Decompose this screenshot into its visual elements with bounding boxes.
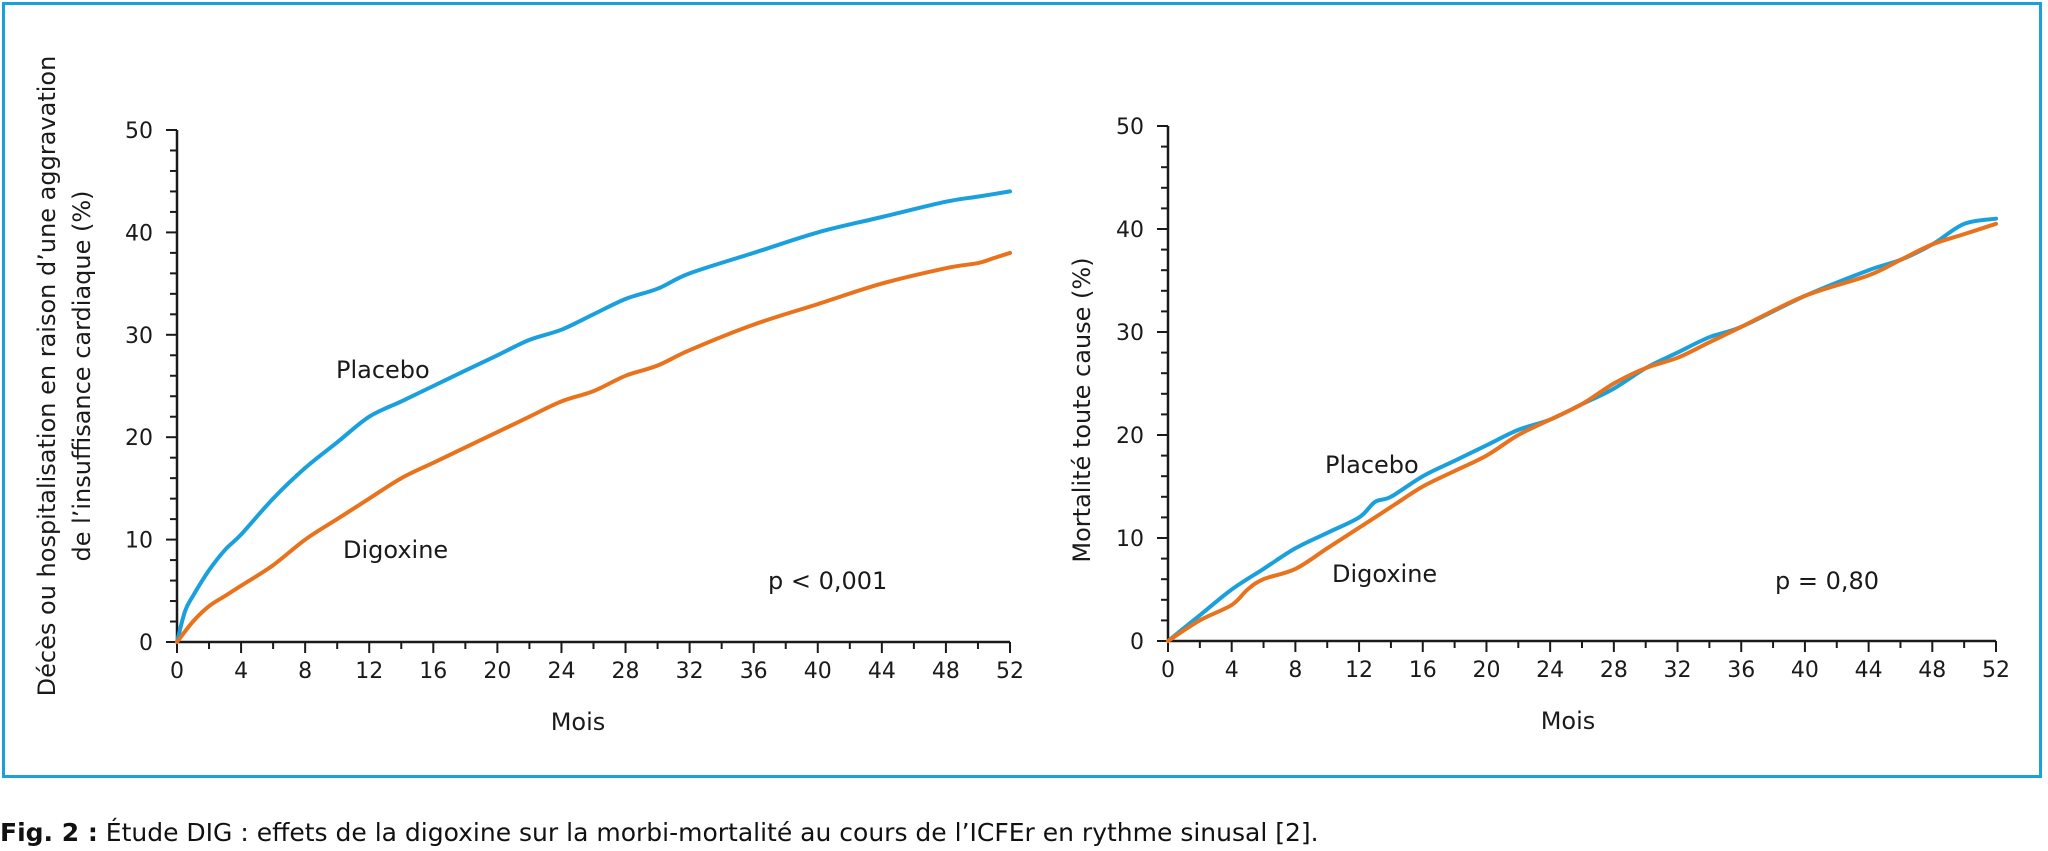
- right-series-digoxine: [1166, 221, 1998, 643]
- right-x-tick-label: 12: [1345, 658, 1373, 683]
- left-xlabel: Mois: [551, 708, 606, 736]
- left-series: [175, 189, 1012, 644]
- caption-text: Étude DIG : effets de la digoxine sur la…: [97, 818, 1319, 847]
- right-y-tick-label: 30: [1116, 321, 1144, 346]
- right-x-tick-label: 4: [1225, 658, 1239, 683]
- left-x-tick-label: 36: [740, 659, 768, 684]
- left-pvalue: p < 0,001: [768, 567, 887, 595]
- right-x-tick-label: 8: [1288, 658, 1302, 683]
- right-y-tick-label: 40: [1116, 218, 1144, 243]
- right-y-tick-label: 20: [1116, 424, 1144, 449]
- right-y-tick-label: 10: [1116, 527, 1144, 552]
- left-x-tick-label: 40: [804, 659, 832, 684]
- left-y-tick-label: 50: [125, 119, 153, 144]
- right-series: [1166, 216, 1998, 643]
- right-x-tick-label: 24: [1536, 658, 1564, 683]
- left-series-placebo: [175, 189, 1012, 644]
- right-y-tick-label: 0: [1130, 630, 1144, 655]
- left-x-tick-label: 48: [932, 659, 960, 684]
- left-x-tick-label: 0: [170, 659, 184, 684]
- right-x-tick-label: 16: [1409, 658, 1437, 683]
- figure-caption: Fig. 2 : Étude DIG : effets de la digoxi…: [0, 818, 1319, 847]
- right-x-tick-label: 44: [1855, 658, 1883, 683]
- chart-right: Mortalité toute cause (%) 0 4 8 12 16 20 24 28 3…: [1068, 115, 2010, 735]
- right-x-tick-label: 0: [1161, 658, 1175, 683]
- left-x-tick-label: 20: [483, 659, 511, 684]
- right-x-tick-label: 32: [1664, 658, 1692, 683]
- left-y-tick-label: 20: [125, 426, 153, 451]
- caption-label: Fig. 2 :: [0, 818, 98, 847]
- right-xlabel: Mois: [1541, 707, 1596, 735]
- left-series-digoxine: [175, 250, 1012, 644]
- left-x-tick-label: 32: [676, 659, 704, 684]
- left-placebo-label: Placebo: [336, 356, 430, 384]
- figure-frame: [2, 2, 2042, 778]
- left-ylabel-line1: Décès ou hospitalisation en raison d’une…: [33, 56, 61, 697]
- right-pvalue: p = 0,80: [1775, 567, 1879, 595]
- left-y-tick-label: 30: [125, 324, 153, 349]
- left-x-tick-label: 4: [234, 659, 248, 684]
- right-x-tick-label: 36: [1727, 658, 1755, 683]
- left-y-tick-label: 0: [139, 631, 153, 656]
- left-x-tick-label: 28: [612, 659, 640, 684]
- left-x-tick-label: 16: [419, 659, 447, 684]
- right-y-tick-label: 50: [1116, 115, 1144, 140]
- right-x-tick-label: 40: [1791, 658, 1819, 683]
- left-y-tick-label: 40: [125, 221, 153, 246]
- right-x-tick-label: 28: [1600, 658, 1628, 683]
- left-x-tick-label: 8: [298, 659, 312, 684]
- left-x-tick-label: 24: [547, 659, 575, 684]
- left-x-tick-label: 12: [355, 659, 383, 684]
- left-y-tick-label: 10: [125, 529, 153, 554]
- right-placebo-label: Placebo: [1325, 451, 1419, 479]
- right-ylabel: Mortalité toute cause (%): [1068, 257, 1096, 562]
- left-digoxine-label: Digoxine: [343, 536, 448, 564]
- left-x-tick-label: 52: [996, 659, 1024, 684]
- right-x-tick-label: 52: [1982, 658, 2010, 683]
- right-digoxine-label: Digoxine: [1332, 560, 1437, 588]
- right-x-tick-label: 48: [1918, 658, 1946, 683]
- left-x-tick-label: 44: [868, 659, 896, 684]
- right-x-tick-label: 20: [1472, 658, 1500, 683]
- chart-left: Décès ou hospitalisation en raison d’une…: [33, 56, 1024, 736]
- left-ylabel-line2: de l’insuffisance cardiaque (%): [68, 190, 96, 561]
